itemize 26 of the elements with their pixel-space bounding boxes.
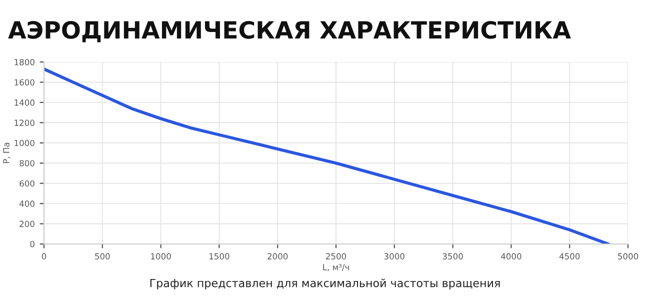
line-series — [44, 68, 610, 244]
y-tick-label: 0 — [30, 240, 34, 248]
y-tick-label: 600 — [20, 180, 34, 187]
x-tick-label: 1000 — [151, 253, 171, 260]
y-axis-title: P, Па — [3, 142, 10, 164]
y-tick-label: 1600 — [14, 79, 34, 86]
x-tick-label: 4500 — [559, 253, 580, 260]
x-tick-label: 0 — [42, 253, 46, 260]
text: График представлен для максимальной частоты вращения — [150, 278, 500, 290]
y-tick-label: 1000 — [14, 140, 34, 146]
x-tick-label: 3000 — [384, 253, 404, 260]
x-tick-label: 3500 — [442, 253, 463, 260]
x-tick-label: 4000 — [501, 253, 522, 260]
y-tick-label: 1400 — [14, 99, 34, 106]
y-tick-label: 200 — [20, 220, 34, 228]
chart-title: АЭРОДИНАМИЧЕСКАЯ ХАРАКТЕРИСТИКА — [8, 20, 571, 42]
y-tick-label: 400 — [19, 200, 34, 207]
y-tick-label: 1200 — [14, 120, 34, 126]
y-tick-label: 800 — [20, 160, 34, 166]
x-tick-label: 2000 — [268, 253, 288, 260]
x-tick-label: 5000 — [618, 253, 638, 260]
x-tick-label: 2500 — [326, 253, 346, 260]
x-tick-label: 500 — [95, 253, 110, 260]
x-tick-label: 1500 — [210, 253, 230, 260]
y-tick-label: 1800 — [14, 58, 34, 66]
x-axis-title: L, м³/ч — [323, 264, 349, 272]
